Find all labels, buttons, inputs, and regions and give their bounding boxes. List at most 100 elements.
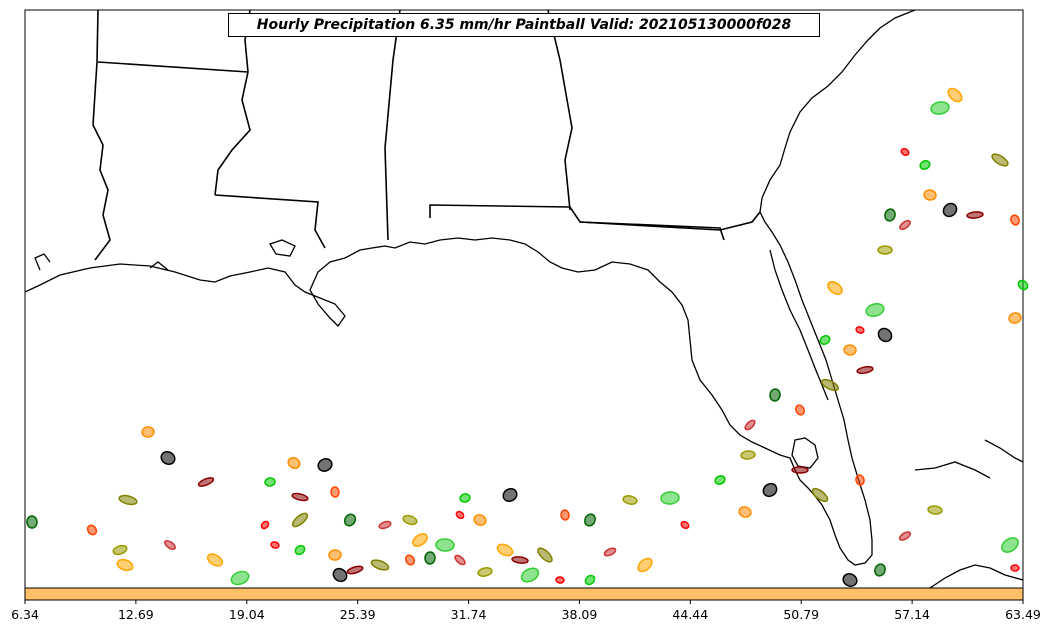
precip-blob xyxy=(496,543,514,557)
paintball-blobs xyxy=(26,87,1029,587)
precip-blob xyxy=(877,327,893,343)
precip-blob xyxy=(927,505,943,515)
precip-blob xyxy=(855,326,865,334)
precip-blob xyxy=(947,87,963,103)
precip-blob xyxy=(584,513,596,527)
precip-blob xyxy=(291,492,309,502)
precip-blob xyxy=(332,567,348,583)
colorbar-tick-label: 63.49 xyxy=(1005,607,1041,622)
precip-blob xyxy=(819,334,831,346)
precip-blob xyxy=(769,388,781,402)
precip-blob xyxy=(459,493,471,503)
colorbar-tick-label: 44.44 xyxy=(672,607,709,622)
precip-blob xyxy=(680,520,690,530)
precip-blob xyxy=(811,487,829,503)
precip-blob xyxy=(843,344,857,356)
precip-blob xyxy=(603,547,617,557)
precip-blob xyxy=(855,474,865,486)
colorbar-ticks xyxy=(24,600,1024,604)
precip-blob xyxy=(791,466,809,474)
precip-blob xyxy=(455,510,465,520)
precip-blob xyxy=(330,486,340,498)
precip-blob xyxy=(842,573,858,587)
precip-blob xyxy=(827,280,843,296)
precip-blob xyxy=(502,487,518,503)
coastline xyxy=(24,9,1024,589)
colorbar-tick-label: 6.34 xyxy=(11,607,39,622)
precip-blob xyxy=(744,419,756,431)
precip-blob xyxy=(740,450,756,460)
precip-blob xyxy=(164,540,176,550)
precip-blob xyxy=(346,565,364,575)
colorbar-tick-label: 50.79 xyxy=(783,607,820,622)
precip-blob xyxy=(412,533,428,547)
precip-blob xyxy=(795,404,805,416)
precip-blob xyxy=(141,426,155,438)
map-frame xyxy=(24,9,1024,589)
colorbar-tick-label: 19.04 xyxy=(228,607,265,622)
precip-blob xyxy=(919,160,931,170)
precip-blob xyxy=(738,506,752,518)
precip-blob xyxy=(923,189,937,201)
precip-blob xyxy=(116,558,134,572)
precip-blob xyxy=(762,482,778,498)
precip-blob xyxy=(230,570,250,586)
precip-blob xyxy=(884,208,896,222)
precip-blob xyxy=(343,513,357,527)
precip-blob xyxy=(112,544,128,556)
precip-blob xyxy=(26,515,38,529)
precip-blob xyxy=(197,477,215,487)
precip-blob xyxy=(660,491,680,505)
precip-blob xyxy=(454,554,466,566)
precip-blob xyxy=(511,556,529,564)
precip-blob xyxy=(1010,564,1020,572)
precip-blob xyxy=(317,458,333,472)
precip-blob xyxy=(160,450,176,466)
precip-blob xyxy=(402,514,418,526)
precip-blob xyxy=(622,495,638,505)
precip-blob xyxy=(555,576,565,584)
precip-blob xyxy=(118,494,138,506)
precip-blob xyxy=(370,559,390,571)
precip-blob xyxy=(86,524,98,536)
precip-blob xyxy=(424,551,436,565)
precip-blob xyxy=(900,148,910,156)
precip-blob xyxy=(291,512,309,528)
precip-blob xyxy=(899,219,911,231)
precip-blob xyxy=(1008,312,1022,324)
precip-blob xyxy=(856,365,874,375)
precip-blob xyxy=(477,567,493,577)
map-title: Hourly Precipitation 6.35 mm/hr Paintbal… xyxy=(228,13,820,37)
precip-blob xyxy=(537,547,553,563)
colorbar-tick-label: 57.14 xyxy=(894,607,931,622)
colorbar-tick-label: 25.39 xyxy=(339,607,376,622)
colorbar xyxy=(24,587,1024,601)
precip-blob xyxy=(874,563,886,577)
precip-blob xyxy=(473,514,487,526)
colorbar-tick-label: 31.74 xyxy=(450,607,487,622)
precip-blob xyxy=(714,475,726,485)
colorbar-tick-label: 12.69 xyxy=(117,607,154,622)
precip-blob xyxy=(1010,214,1020,226)
precip-blob xyxy=(270,541,280,549)
precip-blob xyxy=(294,544,306,556)
precip-blob xyxy=(378,520,392,530)
precip-blob xyxy=(264,477,276,487)
precip-blob xyxy=(966,211,984,219)
precip-blob xyxy=(930,101,950,115)
precip-blob xyxy=(898,531,912,541)
precip-blob xyxy=(435,538,455,552)
precip-blob xyxy=(520,567,540,583)
precip-blob xyxy=(942,202,958,218)
precip-blob xyxy=(820,378,840,392)
precip-blob xyxy=(1017,279,1029,291)
precip-blob xyxy=(584,574,596,586)
precip-blob xyxy=(1001,537,1019,553)
precip-blob xyxy=(865,302,885,318)
precip-blob xyxy=(877,245,893,255)
precip-blob xyxy=(404,554,416,566)
precip-blob xyxy=(560,509,570,521)
colorbar-tick-label: 38.09 xyxy=(561,607,598,622)
precip-blob xyxy=(328,549,342,561)
